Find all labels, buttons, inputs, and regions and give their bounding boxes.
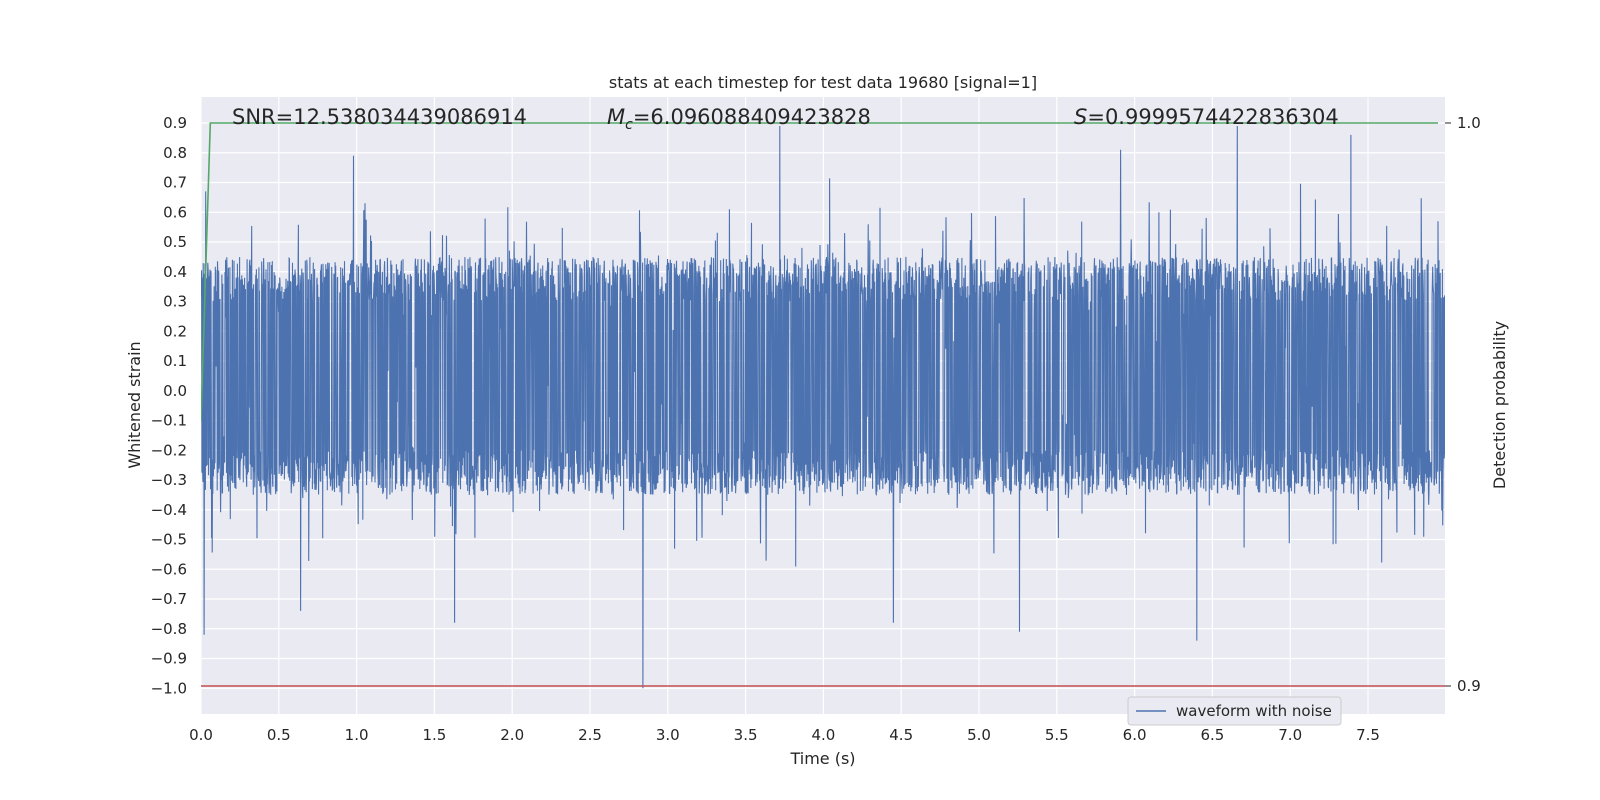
x-tick-label: 7.0 xyxy=(1278,726,1302,744)
x-ticks: 0.0 0.5 1.0 1.5 2.0 2.5 3.0 3.5 4.0 4.5 5.0 5.5 6.0 6… xyxy=(189,726,1380,744)
x-tick-label: 0.0 xyxy=(189,726,213,744)
x-tick-label: 1.5 xyxy=(422,726,446,744)
y-tick-label: 0.9 xyxy=(163,114,187,132)
s-symbol: S xyxy=(1074,105,1087,129)
mc-annotation: Mc=6.096088409423828 xyxy=(607,105,871,133)
x-tick-label: 2.0 xyxy=(500,726,524,744)
y-tick-label: −0.3 xyxy=(151,471,187,489)
x-tick-label: 1.0 xyxy=(345,726,369,744)
x-tick-label: 4.0 xyxy=(811,726,835,744)
x-tick-label: 6.0 xyxy=(1123,726,1147,744)
s-value: =0.9999574422836304 xyxy=(1087,105,1338,129)
x-tick-label: 2.5 xyxy=(578,726,602,744)
mc-value: =6.096088409423828 xyxy=(633,105,871,129)
legend-box xyxy=(1127,696,1342,726)
y-tick-label: −0.9 xyxy=(151,650,187,668)
x-tick-label: 0.5 xyxy=(267,726,291,744)
mc-symbol: M xyxy=(607,105,625,129)
series-layer xyxy=(201,122,1445,689)
y2-axis-label: Detection probability xyxy=(1490,321,1509,489)
x-tick-label: 4.5 xyxy=(889,726,913,744)
series-waveform-with-noise xyxy=(201,125,1445,689)
x-tick-label: 3.5 xyxy=(734,726,758,744)
y-axis-label: Whitened strain xyxy=(125,341,144,468)
y2-tick-label: 1.0 xyxy=(1457,114,1481,132)
x-tick-label: 5.0 xyxy=(967,726,991,744)
snr-annotation: SNR=12.538034439086914 xyxy=(232,105,527,129)
x-tick-label: 6.5 xyxy=(1200,726,1224,744)
y-tick-label: −0.5 xyxy=(151,531,187,549)
y-tick-label: 0.8 xyxy=(163,144,187,162)
y-tick-label: 0.3 xyxy=(163,293,187,311)
y-tick-label: 0.4 xyxy=(163,263,187,281)
y2-ticks: 1.0 0.9 xyxy=(1445,114,1481,695)
y-tick-label: −0.6 xyxy=(151,560,187,578)
x-axis-label: Time (s) xyxy=(789,749,855,768)
y-tick-label: −1.0 xyxy=(151,679,187,697)
s-annotation: S=0.9999574422836304 xyxy=(1074,105,1339,129)
y-tick-label: −0.2 xyxy=(151,441,187,459)
y-tick-label: −0.1 xyxy=(151,412,187,430)
y-tick-label: 0.2 xyxy=(163,322,187,340)
chart-title: stats at each timestep for test data 196… xyxy=(609,73,1037,92)
y-tick-label: −0.8 xyxy=(151,620,187,638)
series-detection-probability xyxy=(201,122,1438,421)
y-tick-label: −0.7 xyxy=(151,590,187,608)
legend-label: waveform with noise xyxy=(1176,702,1332,720)
y-tick-label: −0.4 xyxy=(151,501,187,519)
y-tick-label: 0.1 xyxy=(163,352,187,370)
y2-tick-label: 0.9 xyxy=(1457,677,1481,695)
x-tick-label: 5.5 xyxy=(1045,726,1069,744)
y-tick-label: 0.7 xyxy=(163,174,187,192)
y-tick-label: 0.0 xyxy=(163,382,187,400)
mc-subscript: c xyxy=(625,117,633,133)
y-tick-label: 0.5 xyxy=(163,233,187,251)
y-tick-label: 0.6 xyxy=(163,203,187,221)
y-ticks: 0.9 0.8 0.7 0.6 0.5 0.4 0.3 0.2 0.1 0.0 −0.1 −0.2 −0… xyxy=(151,114,187,697)
x-tick-label: 3.0 xyxy=(656,726,680,744)
legend: waveform with noise xyxy=(1127,696,1342,726)
x-tick-label: 7.5 xyxy=(1356,726,1380,744)
